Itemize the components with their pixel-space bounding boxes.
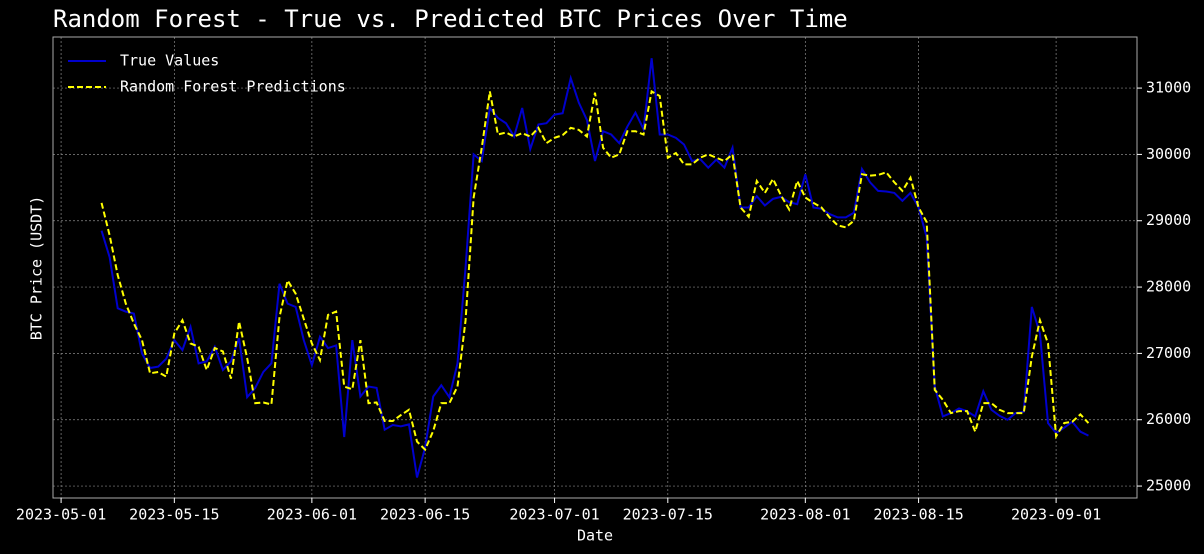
x-tick-label: 2023-05-15 [129,506,219,524]
y-tick-label: 25000 [1146,477,1191,495]
x-tick-label: 2023-05-01 [16,506,106,524]
series-line [100,58,1089,478]
chart-title: Random Forest - True vs. Predicted BTC P… [53,5,848,33]
y-tick-label: 28000 [1146,278,1191,296]
x-tick-label: 2023-09-01 [1011,506,1101,524]
x-tick-label: 2023-07-15 [623,506,713,524]
legend: True Values Random Forest Predictions [68,52,346,96]
x-tick-label: 2023-08-15 [873,506,963,524]
y-axis-label: BTC Price (USDT) [28,196,46,341]
legend-label: Random Forest Predictions [120,78,346,96]
x-tick-label: 2023-07-01 [509,506,599,524]
y-tick-label: 30000 [1146,145,1191,163]
y-tick-label: 26000 [1146,410,1191,428]
plot-frame [52,36,1138,499]
x-axis-label: Date [577,527,613,545]
y-tick-label: 29000 [1146,211,1191,229]
y-tick-label: 27000 [1146,344,1191,362]
y-tick-label: 31000 [1146,79,1191,97]
plot-lines [100,58,1090,478]
x-tick-label: 2023-06-01 [267,506,357,524]
legend-label: True Values [120,52,219,70]
series-line [100,89,1090,452]
x-tick-label: 2023-08-01 [760,506,850,524]
x-tick-label: 2023-06-15 [380,506,470,524]
